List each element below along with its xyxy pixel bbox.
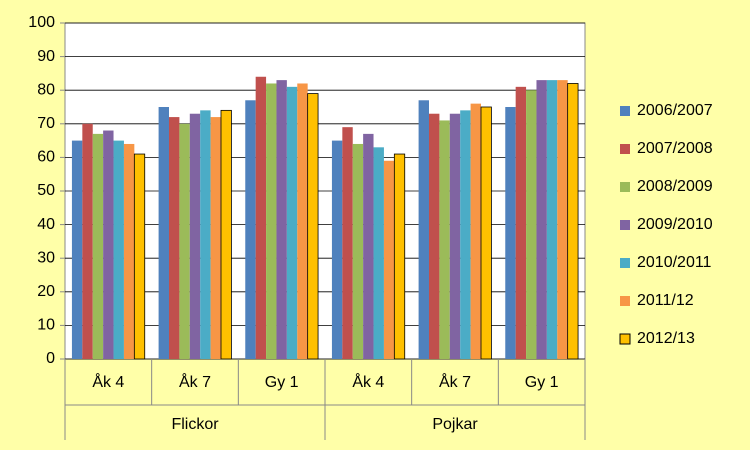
bar	[220, 109, 232, 360]
y-tick-label: 50	[37, 182, 55, 199]
bar	[429, 113, 440, 359]
legend-swatch	[620, 220, 630, 230]
bar	[169, 117, 180, 359]
y-tick-label: 30	[37, 249, 55, 266]
bar	[342, 127, 353, 359]
bar	[245, 100, 256, 359]
y-tick-label: 0	[46, 350, 55, 367]
bar	[557, 80, 568, 360]
bar	[505, 107, 516, 359]
x-tick-label: Gy 1	[525, 374, 559, 391]
legend-swatch	[620, 106, 630, 116]
bar	[439, 120, 450, 359]
bar	[536, 80, 547, 360]
bar	[449, 113, 461, 359]
y-tick-label: 70	[37, 115, 55, 132]
bar	[331, 140, 343, 359]
legend-label: 2010/2011	[637, 254, 712, 271]
legend-label: 2006/2007	[637, 102, 713, 119]
bar	[352, 143, 364, 359]
bar	[158, 107, 169, 359]
bar	[92, 133, 104, 359]
bar	[276, 80, 287, 360]
bar	[286, 86, 298, 359]
x-tick-label: Åk 4	[92, 372, 124, 391]
y-tick-label: 90	[37, 48, 55, 65]
bar	[82, 123, 93, 359]
legend-swatch	[620, 144, 630, 154]
legend-label: 2007/2008	[637, 140, 713, 157]
bar	[103, 130, 114, 359]
bar	[526, 90, 537, 359]
bar	[200, 110, 211, 359]
bar	[418, 100, 429, 359]
legend-swatch	[620, 296, 630, 306]
y-tick-label: 10	[37, 317, 55, 334]
bar	[297, 83, 308, 359]
bar	[71, 140, 83, 359]
y-tick-label: 40	[37, 216, 55, 233]
x-tick-label: Åk 7	[439, 372, 471, 391]
y-tick-label: 60	[37, 149, 55, 166]
bar	[470, 103, 481, 359]
legend-swatch	[619, 333, 631, 345]
bar	[460, 110, 471, 359]
y-tick-label: 20	[37, 283, 55, 300]
bar	[480, 106, 492, 360]
bar	[210, 117, 221, 359]
bar	[133, 153, 146, 360]
bar	[255, 76, 267, 359]
legend-label: 2011/12	[637, 292, 694, 309]
bar	[515, 86, 527, 359]
bar	[123, 143, 135, 359]
legend-label: 2008/2009	[637, 178, 713, 195]
bar	[189, 113, 201, 359]
y-tick-label: 80	[37, 81, 55, 98]
bar	[113, 140, 124, 359]
x-tick-label: Gy 1	[265, 374, 299, 391]
bar	[307, 93, 319, 360]
bar	[179, 123, 190, 359]
legend-swatch	[620, 258, 630, 268]
legend-label: 2009/2010	[637, 216, 713, 233]
legend-label: 2012/13	[637, 330, 695, 347]
y-tick-label: 100	[28, 14, 55, 31]
bar	[567, 83, 579, 360]
bar	[383, 160, 395, 359]
bar	[546, 80, 558, 360]
group-label: Pojkar	[432, 416, 478, 433]
bar	[266, 83, 277, 359]
bar	[363, 133, 374, 359]
bar	[373, 147, 384, 359]
group-label: Flickor	[171, 416, 219, 433]
x-tick-label: Åk 4	[352, 372, 384, 391]
bar	[393, 153, 406, 360]
legend-swatch	[620, 182, 630, 192]
x-tick-label: Åk 7	[179, 372, 211, 391]
